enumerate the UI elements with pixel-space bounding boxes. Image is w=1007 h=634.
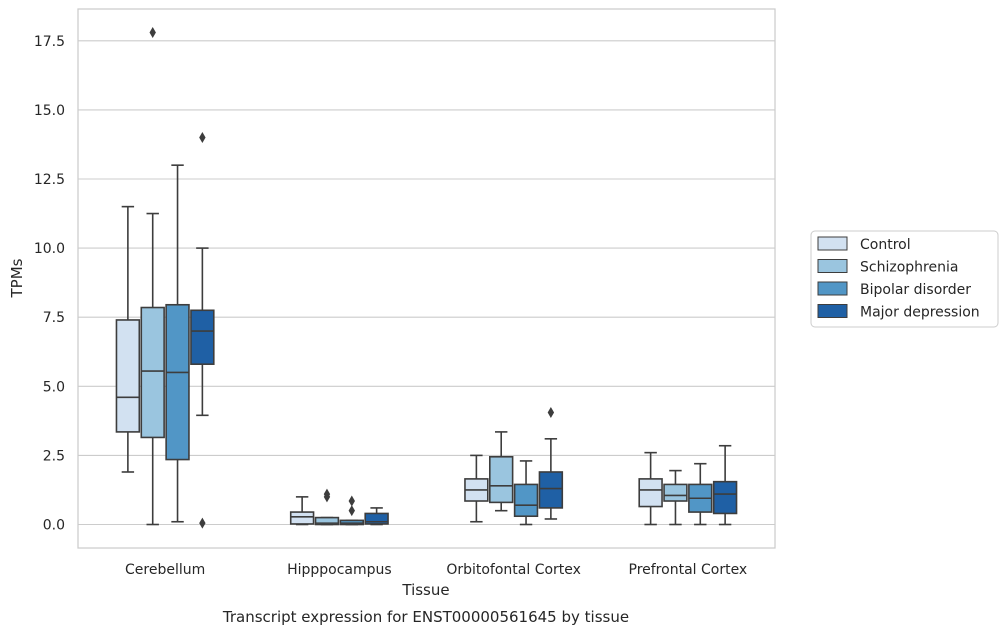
box-group [364, 507, 389, 526]
legend-swatch [817, 304, 848, 318]
box [364, 512, 389, 525]
legend: Control Schizophrenia Bipolar disorder Majo… [810, 230, 999, 328]
box [712, 480, 738, 515]
box [663, 483, 688, 502]
box [165, 303, 190, 461]
legend-swatch [817, 236, 848, 251]
y-tick-label: 12.5 [34, 172, 65, 188]
outlier-point [149, 26, 156, 38]
outlier-point [323, 488, 331, 500]
outlier-point [199, 517, 206, 529]
box [314, 516, 340, 526]
y-axis-ticks: 0.0 2.5 5.0 7.5 10.0 12.5 15.0 17.5 [34, 34, 65, 534]
box [289, 511, 315, 525]
plot-frame [77, 8, 776, 549]
y-tick-label: 7.5 [43, 310, 65, 326]
box-group [688, 462, 713, 526]
outlier-point [348, 495, 355, 507]
x-tick-label: Cerebellum [125, 562, 205, 578]
y-tick-label: 10.0 [34, 241, 65, 257]
legend-label: Control [860, 237, 911, 253]
box-group [538, 407, 564, 520]
legend-label: Major depression [860, 305, 980, 321]
box-group [464, 454, 489, 523]
legend-frame [810, 230, 999, 328]
box-group [638, 451, 663, 526]
box-group [663, 469, 688, 526]
x-axis-ticks: Cerebellum Hipppocampus Orbitofontal Corte… [125, 562, 747, 578]
x-tick-label: Hipppocampus [287, 562, 392, 578]
x-tick-label: Orbitofontal Cortex [446, 562, 581, 578]
outlier-point [199, 132, 206, 144]
box [538, 471, 564, 509]
y-tick-label: 5.0 [43, 379, 65, 395]
y-tick-label: 0.0 [43, 518, 65, 534]
y-tick-label: 17.5 [34, 34, 65, 50]
box-group [712, 444, 738, 526]
box-group [165, 164, 190, 523]
x-tick-label: Prefrontal Cortex [629, 562, 748, 578]
x-axis-label: Tissue [401, 581, 449, 599]
outlier-point [547, 407, 555, 419]
box-group [513, 460, 539, 526]
box [513, 483, 539, 518]
box [190, 309, 215, 365]
box [115, 319, 141, 433]
y-tick-label: 15.0 [34, 103, 65, 119]
box-group [190, 132, 215, 529]
box-group [115, 205, 141, 473]
outlier-point [348, 505, 355, 517]
box [638, 478, 663, 508]
box-group [339, 495, 365, 526]
legend-swatch [817, 281, 848, 296]
chart-caption: Transcript expression for ENST0000056164… [222, 608, 629, 626]
box [488, 455, 514, 504]
box [140, 306, 165, 439]
box-group [140, 26, 165, 526]
box-group [314, 488, 340, 526]
box-group [289, 496, 315, 526]
y-axis-label: TPMs [8, 258, 26, 298]
legend-label: Schizophrenia [860, 260, 958, 276]
legend-swatch [817, 259, 848, 273]
box-group [488, 431, 514, 512]
legend-label: Bipolar disorder [860, 282, 971, 298]
boxes [115, 26, 738, 529]
y-tick-label: 2.5 [43, 448, 65, 464]
